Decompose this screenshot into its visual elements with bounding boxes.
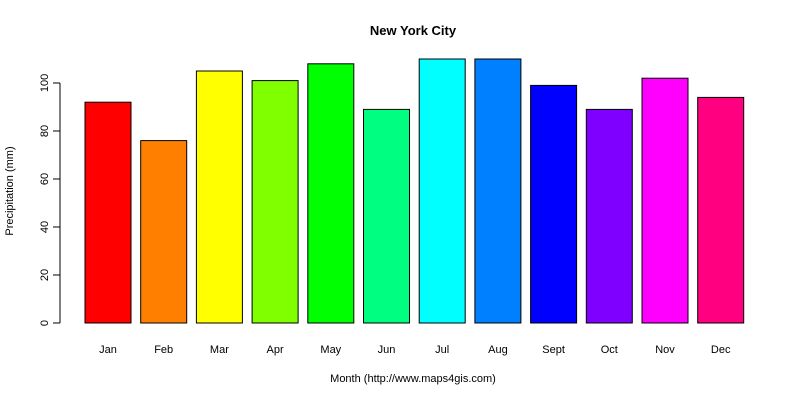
bar-oct xyxy=(585,108,633,324)
y-tick-label: 60 xyxy=(39,173,51,185)
x-axis-label: Month (http://www.maps4gis.com) xyxy=(330,373,496,385)
y-tick-label: 80 xyxy=(39,125,51,137)
y-tick-label: 0 xyxy=(39,320,51,326)
bar-may xyxy=(307,63,355,324)
y-axis-label: Precipitation (mm) xyxy=(4,146,16,235)
x-tick-label: Aug xyxy=(488,344,508,356)
x-tick-label: May xyxy=(320,344,341,356)
bar-aug xyxy=(474,58,522,324)
bar-feb xyxy=(140,140,188,324)
x-tick-label: Jul xyxy=(435,344,449,356)
bars-group xyxy=(84,58,745,324)
x-tick-label: Feb xyxy=(154,344,173,356)
x-tick-label: Apr xyxy=(267,344,284,356)
bar-dec xyxy=(697,96,745,324)
x-tick-label: Oct xyxy=(601,344,618,356)
bar-mar xyxy=(195,70,243,324)
bar-jan xyxy=(84,101,132,324)
x-tick-labels: Jan Feb Mar Apr May Jun Jul Aug Sept Oct Nov Dec xyxy=(99,344,731,356)
bar-apr xyxy=(251,80,299,324)
y-tick-label: 40 xyxy=(39,221,51,233)
x-tick-label: Nov xyxy=(655,344,675,356)
x-tick-label: Dec xyxy=(711,344,731,356)
chart-title: New York City xyxy=(370,23,457,38)
y-tick-label: 20 xyxy=(39,269,51,281)
x-tick-label: Jun xyxy=(378,344,396,356)
x-tick-label: Jan xyxy=(99,344,117,356)
bar-jul xyxy=(418,58,466,324)
y-axis: 0 20 40 60 80 100 xyxy=(39,74,61,326)
x-tick-label: Sept xyxy=(542,344,565,356)
x-tick-label: Mar xyxy=(210,344,229,356)
bar-sept xyxy=(530,84,578,324)
bar-nov xyxy=(641,77,689,324)
y-tick-label: 100 xyxy=(39,74,51,92)
bar-jun xyxy=(363,108,410,324)
